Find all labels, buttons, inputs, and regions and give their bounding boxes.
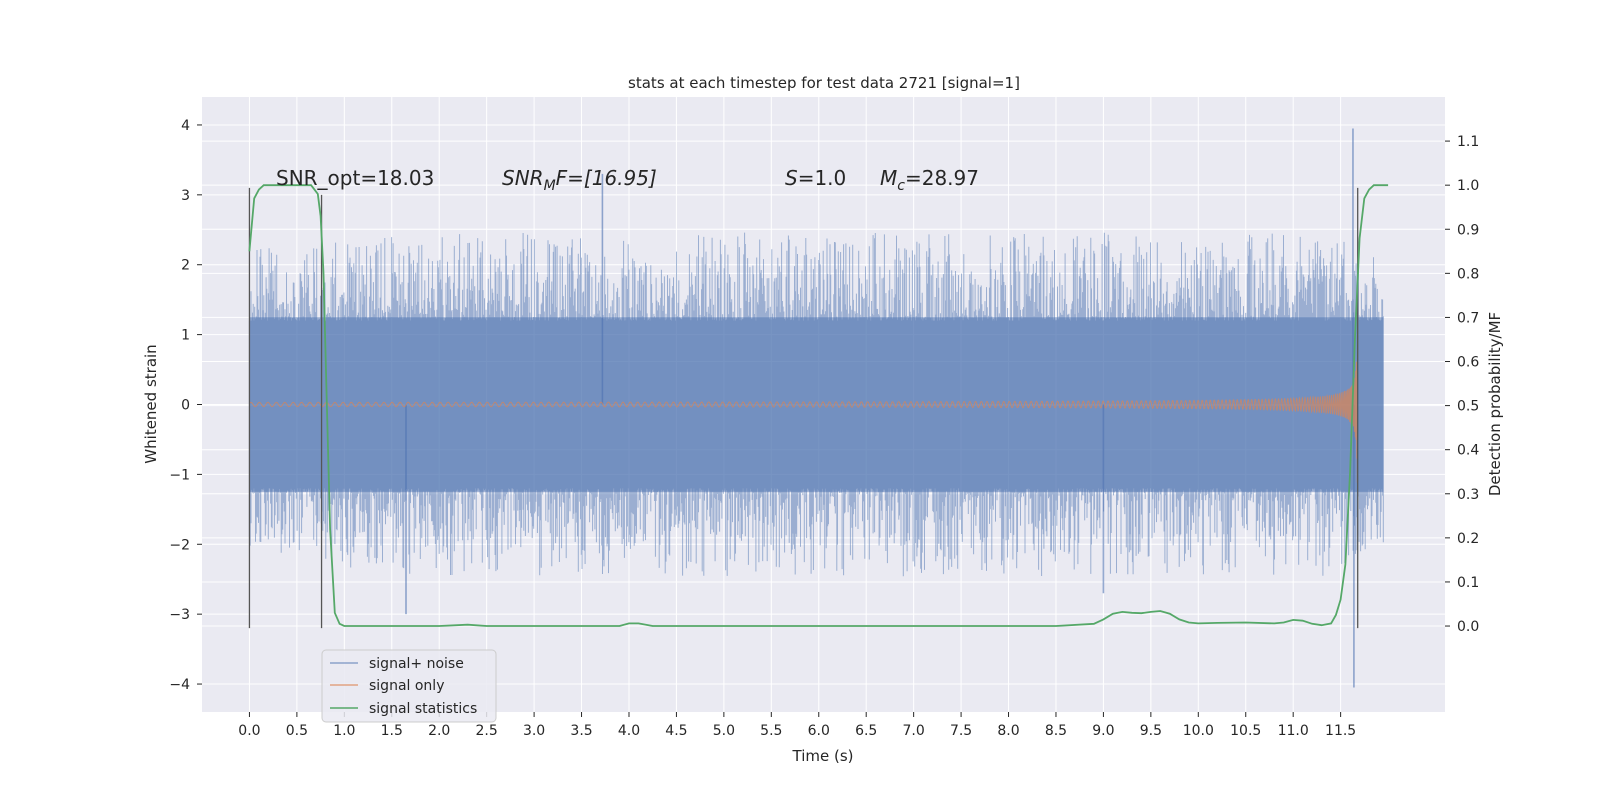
- annotation-s-value: S=1.0: [785, 166, 846, 190]
- x-tick-label: 1.0: [333, 723, 355, 739]
- y-tick-label: −3: [169, 607, 190, 623]
- x-tick-label: 9.0: [1092, 723, 1114, 739]
- y2-tick-label: 0.5: [1457, 399, 1479, 415]
- annotation-mc-sub: c: [897, 178, 905, 194]
- y2-tick-label: 0.8: [1457, 266, 1479, 282]
- x-tick-label: 1.5: [381, 723, 403, 739]
- y2-tick-label: 0.2: [1457, 531, 1479, 547]
- x-tick-label: 5.0: [713, 723, 735, 739]
- y2-tick-label: 0.6: [1457, 355, 1479, 371]
- x-tick-label: 7.0: [903, 723, 925, 739]
- x-tick-label: 8.0: [997, 723, 1019, 739]
- legend-label-signal: signal only: [369, 678, 444, 694]
- y-tick-label: 4: [181, 118, 190, 134]
- legend-label-noise: signal+ noise: [369, 656, 464, 672]
- annotation-snr-mf-main: SNR: [502, 166, 544, 190]
- x-tick-label: 3.0: [523, 723, 545, 739]
- y-tick-label: 1: [181, 328, 190, 344]
- y-tick-label: −2: [169, 537, 190, 553]
- signal-trace: [249, 361, 1358, 483]
- y2-tick-label: 0.3: [1457, 487, 1479, 503]
- x-axis-label: Time (s): [792, 747, 854, 765]
- y2-tick-label: 0.9: [1457, 222, 1479, 238]
- x-tick-label: 4.5: [665, 723, 687, 739]
- y-axis-ticks: −4 −3 −2 −1 0 1 2 3 4: [169, 118, 202, 693]
- y2-axis-ticks: 0.0 0.1 0.2 0.3 0.4 0.5 0.6 0.7 0.8 0.9 1.0 1.1: [1445, 134, 1479, 635]
- annotation-mc-symbol: M: [880, 166, 897, 190]
- y-tick-label: −4: [169, 677, 190, 693]
- x-tick-label: 9.5: [1140, 723, 1162, 739]
- x-axis-ticks: 0.0 0.5 1.0 1.5 2.0 2.5 3.0 3.5 4.0 4.5 5.0 5.5 6.0 6…: [238, 712, 1356, 739]
- annotation-snr-opt-text: SNR_opt=18.03: [276, 166, 434, 190]
- annotation-mc-text: =28.97: [905, 166, 979, 190]
- annotation-mc-value: Mc=28.97: [880, 166, 979, 194]
- y2-tick-label: 1.1: [1457, 134, 1479, 150]
- y-tick-label: 2: [181, 258, 190, 274]
- y2-tick-label: 1.0: [1457, 178, 1479, 194]
- statistics-series: [248, 184, 1389, 627]
- annotation-snr-mf-value: F=[16.95]: [556, 166, 657, 190]
- x-tick-label: 0.5: [286, 723, 308, 739]
- x-tick-label: 7.5: [950, 723, 972, 739]
- x-tick-label: 10.5: [1230, 723, 1261, 739]
- y2-tick-label: 0.0: [1457, 619, 1479, 635]
- x-tick-label: 5.5: [760, 723, 782, 739]
- legend: signal+ noise signal only signal statist…: [321, 649, 497, 723]
- legend-label-statistics: signal statistics: [369, 701, 477, 717]
- x-tick-label: 2.0: [428, 723, 450, 739]
- y-axis-label: Whitened strain: [142, 344, 160, 463]
- x-tick-label: 10.0: [1183, 723, 1214, 739]
- signal-series: [249, 361, 1358, 483]
- x-tick-label: 11.5: [1325, 723, 1356, 739]
- y2-axis-label: Detection probability/MF: [1486, 312, 1504, 496]
- x-tick-label: 0.0: [238, 723, 260, 739]
- x-tick-label: 11.0: [1278, 723, 1309, 739]
- y-tick-label: 3: [181, 188, 190, 204]
- statistics-trace: [248, 184, 1389, 627]
- y2-tick-label: 0.4: [1457, 443, 1479, 459]
- y2-tick-label: 0.1: [1457, 575, 1479, 591]
- y2-tick-label: 0.7: [1457, 310, 1479, 326]
- x-tick-label: 3.5: [570, 723, 592, 739]
- x-tick-label: 4.0: [618, 723, 640, 739]
- y-tick-label: −1: [169, 467, 190, 483]
- chart-title: stats at each timestep for test data 272…: [628, 74, 1020, 92]
- x-tick-label: 2.5: [476, 723, 498, 739]
- annotation-snr-opt: SNR_opt=18.03: [276, 166, 434, 190]
- annotations: SNR_opt=18.03 SNRMF=[16.95] S=1.0 Mc=28.…: [276, 166, 979, 194]
- annotation-s-symbol: S: [785, 166, 798, 190]
- annotation-snr-mf: SNRMF=[16.95]: [502, 166, 657, 194]
- x-tick-label: 6.5: [855, 723, 877, 739]
- x-tick-label: 8.5: [1045, 723, 1067, 739]
- annotation-snr-mf-sub: M: [544, 178, 556, 194]
- y-tick-label: 0: [181, 398, 190, 414]
- x-tick-label: 6.0: [808, 723, 830, 739]
- legend-box: [321, 649, 497, 723]
- annotation-s-text: =1.0: [798, 166, 847, 190]
